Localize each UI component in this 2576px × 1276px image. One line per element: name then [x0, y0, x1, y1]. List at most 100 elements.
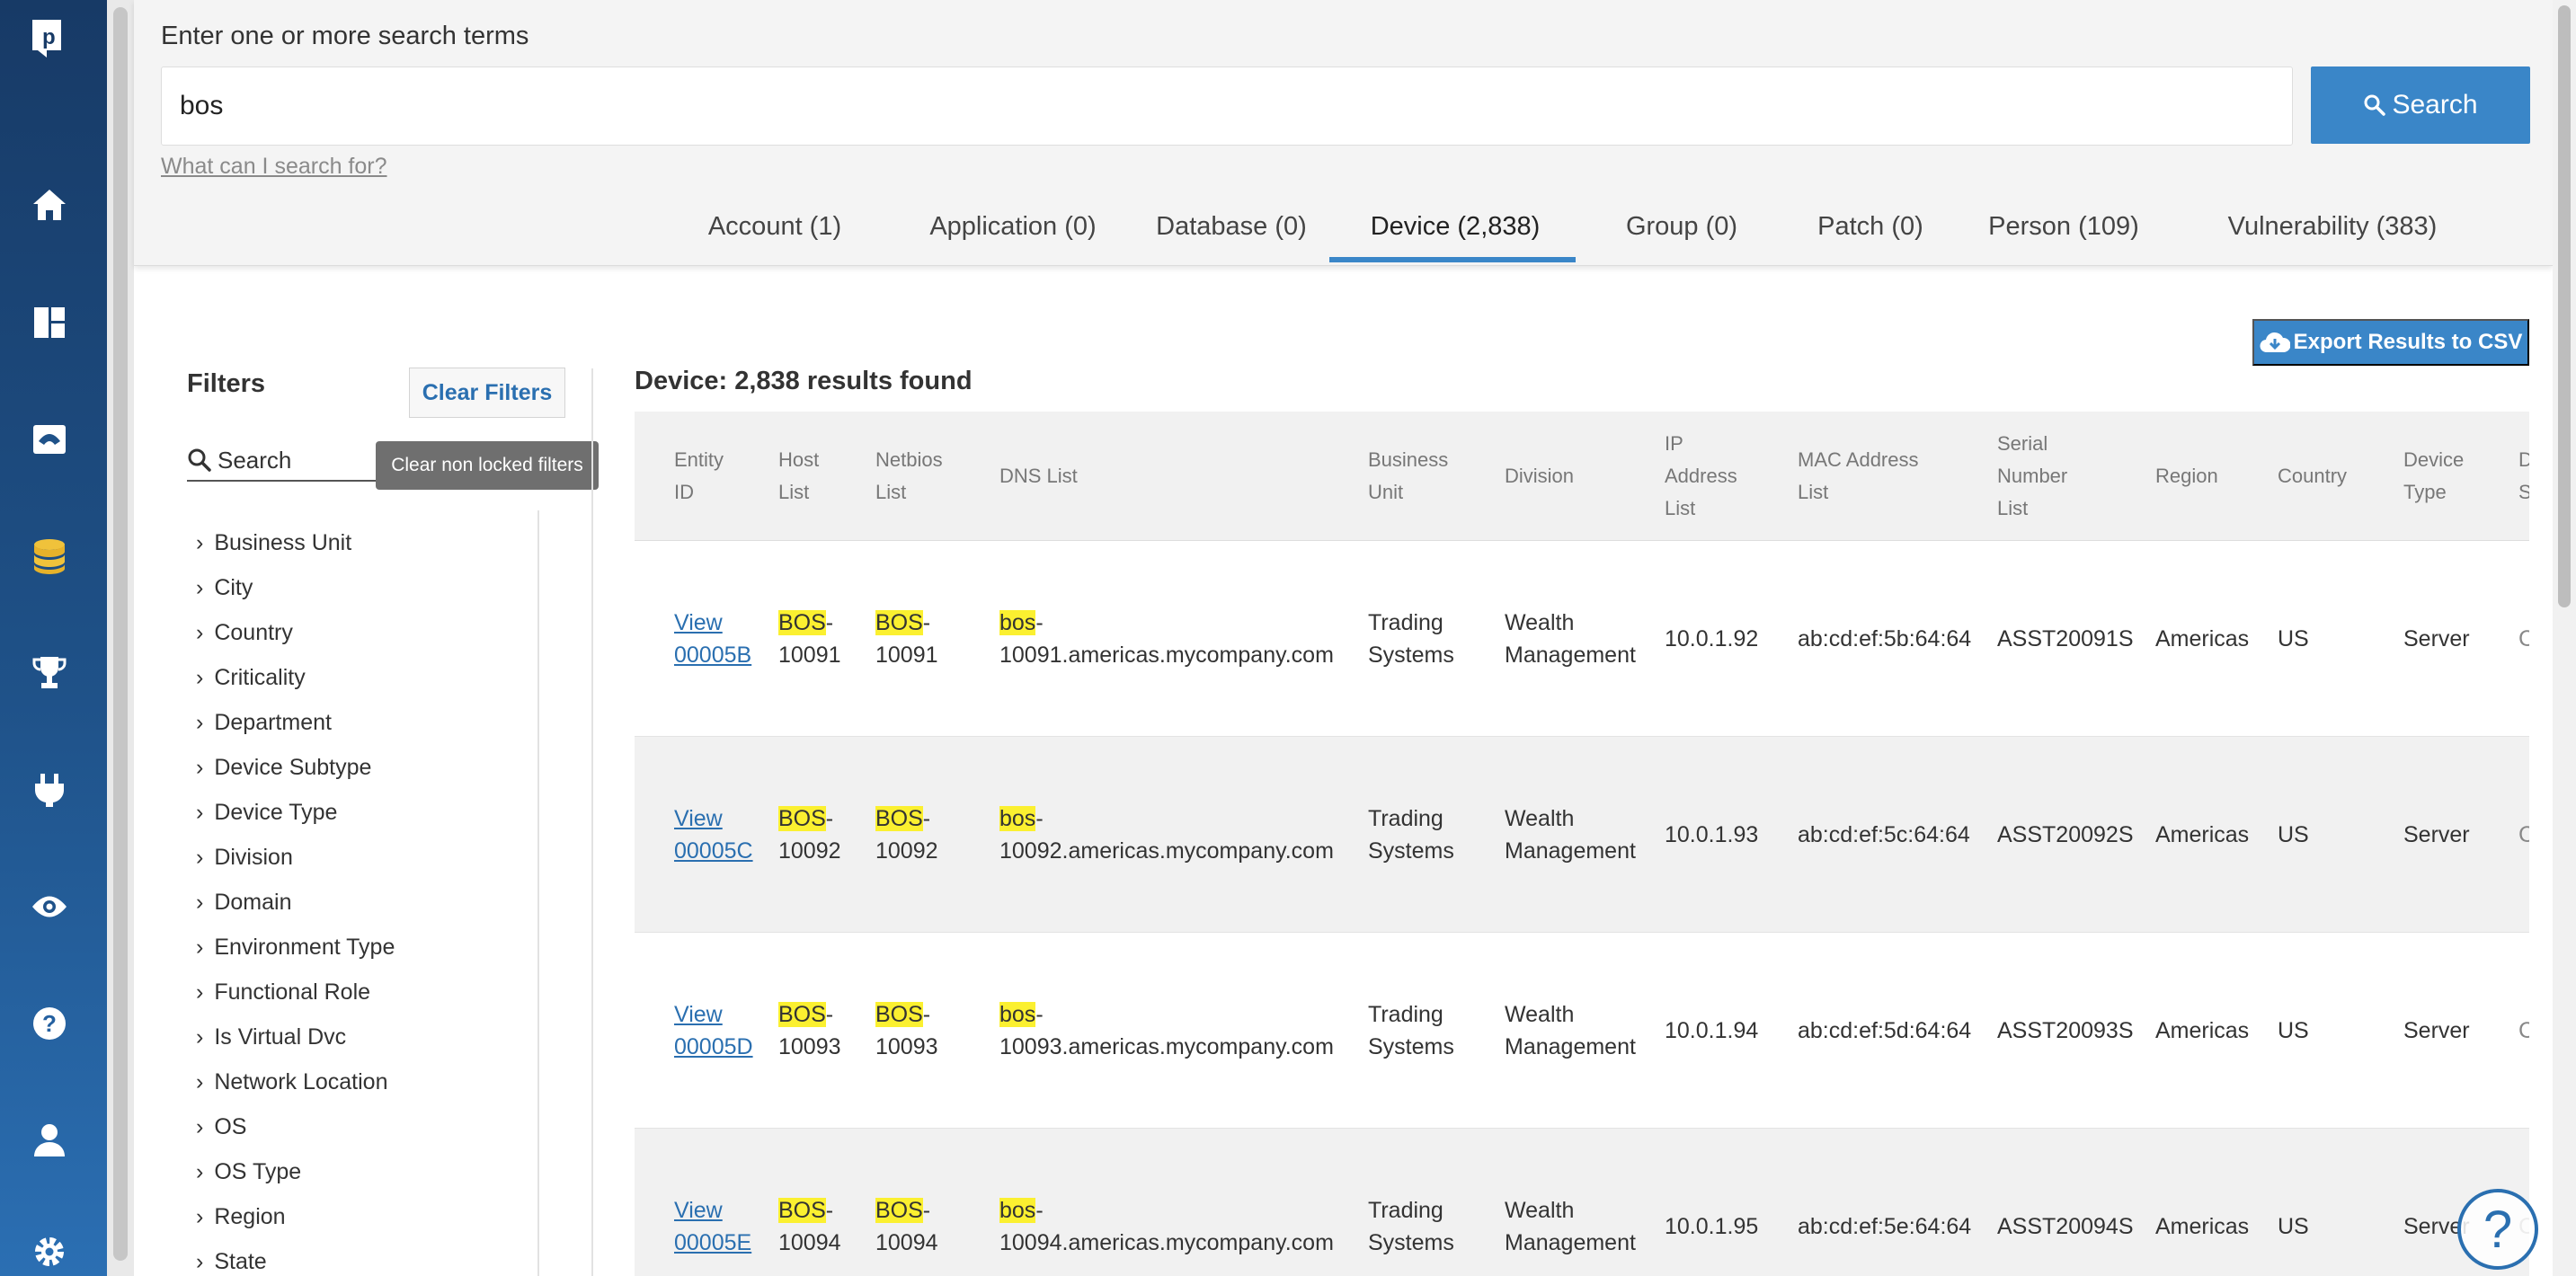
tab-person[interactable]: Person (109)	[1988, 212, 2139, 241]
home-icon[interactable]	[29, 184, 70, 226]
tab-vulnerability[interactable]: Vulnerability (383)	[2227, 212, 2438, 241]
chevron-right-icon: ›	[196, 979, 204, 1005]
region-cell: Americas	[2155, 822, 2250, 847]
serial-cell: ASST20092S	[1997, 822, 2134, 847]
col-region[interactable]: Region	[2155, 465, 2218, 487]
filter-os[interactable]: › OS	[196, 1109, 246, 1145]
host-cell: BOS- 10092	[778, 806, 841, 864]
sidebar-scrollbar[interactable]	[107, 0, 134, 1276]
chevron-right-icon: ›	[196, 664, 204, 690]
tab-patch[interactable]: Patch (0)	[1817, 212, 1923, 241]
business-unit-cell: Trading Systems	[1368, 1002, 1454, 1059]
svg-text:p: p	[42, 25, 56, 49]
plug-icon[interactable]	[29, 769, 70, 811]
country-cell: US	[2278, 1018, 2309, 1043]
mac-cell: ab:cd:ef:5e:64:64	[1798, 1214, 1972, 1239]
device-type-cell: Server	[2403, 1214, 2470, 1239]
filter-search-input[interactable]: Search	[187, 440, 378, 482]
export-csv-label: Export Results to CSV	[2293, 330, 2523, 354]
filter-city[interactable]: › City	[196, 570, 253, 606]
filter-label: Environment Type	[214, 934, 395, 960]
help-fab-button[interactable]: ?	[2457, 1189, 2538, 1270]
col-serial-number-list[interactable]: Serial Number List	[1997, 432, 2068, 519]
filter-os-type[interactable]: › OS Type	[196, 1154, 301, 1190]
filter-label: Device Type	[214, 799, 338, 825]
col-country[interactable]: Country	[2278, 465, 2348, 487]
ip-cell: 10.0.1.95	[1665, 1214, 1759, 1239]
division-cell: Wealth Management	[1505, 1002, 1636, 1059]
col-ip-address-list[interactable]: IP Address List	[1665, 432, 1737, 519]
export-csv-button[interactable]: Export Results to CSV	[2252, 319, 2529, 366]
page-scrollbar-thumb[interactable]	[2558, 5, 2571, 607]
tab-device[interactable]: Device (2,838)	[1370, 212, 1541, 241]
chevron-right-icon: ›	[196, 934, 204, 960]
filter-label: Is Virtual Dvc	[214, 1023, 347, 1050]
filter-network-location[interactable]: › Network Location	[196, 1064, 387, 1100]
region-cell: Americas	[2155, 626, 2250, 651]
tab-group[interactable]: Group (0)	[1625, 212, 1738, 241]
ip-cell: 10.0.1.92	[1665, 626, 1759, 651]
filter-department[interactable]: › Department	[196, 704, 332, 740]
view-entity-link[interactable]: View 00005B	[674, 610, 752, 668]
eye-icon[interactable]	[29, 886, 70, 927]
dashboard-icon[interactable]	[29, 302, 70, 343]
chevron-right-icon: ›	[196, 574, 204, 600]
filter-label: Functional Role	[214, 979, 371, 1005]
col-mac-address-list[interactable]: MAC Address List	[1798, 448, 1919, 503]
search-button[interactable]: Search	[2311, 66, 2530, 144]
search-help-link[interactable]: What can I search for?	[161, 154, 387, 179]
tab-database[interactable]: Database (0)	[1156, 212, 1307, 241]
filter-label: Region	[214, 1203, 286, 1229]
col-business-unit[interactable]: Business Unit	[1368, 448, 1449, 503]
filter-domain[interactable]: › Domain	[196, 884, 291, 920]
col-host-list[interactable]: Host List	[778, 448, 820, 503]
filter-label: Criticality	[214, 664, 306, 690]
sidebar-scrollbar-thumb[interactable]	[113, 7, 128, 1261]
search-button-label: Search	[2392, 90, 2478, 120]
col-entity-id[interactable]: Entity ID	[674, 448, 724, 503]
filter-is-virtual-dvc[interactable]: › Is Virtual Dvc	[196, 1019, 346, 1055]
view-entity-link[interactable]: View 00005E	[674, 1198, 752, 1255]
view-entity-link[interactable]: View 00005C	[674, 806, 753, 864]
col-netbios-list[interactable]: Netbios List	[875, 448, 943, 503]
filter-division[interactable]: › Division	[196, 839, 293, 875]
view-entity-link[interactable]: View 00005D	[674, 1002, 753, 1059]
business-unit-cell: Trading Systems	[1368, 1198, 1454, 1255]
inbox-icon[interactable]	[29, 419, 70, 460]
col-device-type[interactable]: Device Type	[2403, 448, 2465, 503]
clear-filters-button[interactable]: Clear Filters	[409, 368, 565, 418]
filter-criticality[interactable]: › Criticality	[196, 660, 306, 696]
filter-label: Division	[214, 844, 293, 870]
gear-icon[interactable]	[29, 1231, 70, 1272]
filter-state[interactable]: › State	[196, 1244, 267, 1276]
business-unit-cell: Trading Systems	[1368, 610, 1454, 668]
tab-account[interactable]: Account (1)	[707, 212, 842, 241]
filter-device-subtype[interactable]: › Device Subtype	[196, 749, 371, 785]
chevron-right-icon: ›	[196, 1068, 204, 1094]
filter-environment-type[interactable]: › Environment Type	[196, 929, 395, 965]
business-unit-cell: Trading Systems	[1368, 806, 1454, 864]
tab-application[interactable]: Application (0)	[929, 212, 1097, 241]
filter-device-type[interactable]: › Device Type	[196, 794, 337, 830]
col-dns-list[interactable]: DNS List	[999, 465, 1078, 487]
table-row: View 00005B BOS- 10091 BOS- 10091 bos- 10091…	[635, 541, 2529, 737]
filter-functional-role[interactable]: › Functional Role	[196, 974, 370, 1010]
filter-country[interactable]: › Country	[196, 615, 293, 651]
chevron-right-icon: ›	[196, 754, 204, 780]
database-icon[interactable]	[29, 536, 70, 577]
col-division[interactable]: Division	[1505, 465, 1575, 487]
search-label: Enter one or more search terms	[161, 22, 529, 50]
dns-cell: bos- 10093.americas.mycompany.com	[999, 1002, 1334, 1059]
cloud-download-icon	[2260, 332, 2290, 353]
page-scrollbar[interactable]	[2553, 0, 2576, 1276]
user-icon[interactable]	[29, 1120, 70, 1161]
search-input[interactable]	[161, 66, 2293, 146]
help-icon[interactable]: ?	[29, 1003, 70, 1044]
netbios-cell: BOS- 10094	[875, 1198, 938, 1255]
filter-region[interactable]: › Region	[196, 1199, 286, 1235]
trophy-icon[interactable]	[29, 652, 70, 694]
filter-business-unit[interactable]: › Business Unit	[196, 525, 351, 561]
logo-icon[interactable]: p	[29, 16, 68, 59]
